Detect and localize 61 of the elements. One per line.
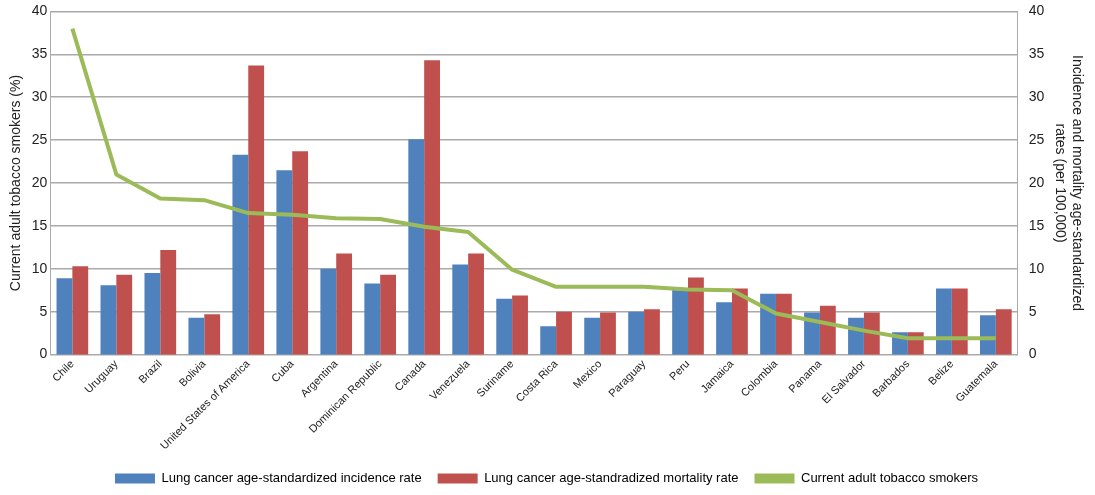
legend-label: Current adult tobacco smokers [801, 470, 979, 486]
bar [716, 302, 732, 355]
y2-tick-label: 35 [1028, 45, 1045, 62]
y-tick-label: 0 [39, 345, 48, 362]
bar [819, 305, 836, 355]
bar [731, 288, 748, 355]
y2-tick-label: 15 [1028, 216, 1045, 233]
y2-tick-label: 30 [1028, 88, 1045, 105]
y-tick-label: 35 [31, 45, 48, 62]
legend-label: Lung cancer age-standradized mortality rate [484, 470, 739, 486]
bar [644, 309, 660, 355]
bar [672, 288, 689, 355]
bar [584, 317, 601, 355]
y2-tick-label: 5 [1028, 302, 1037, 319]
y2-axis-title: Incidence and mortality age-standardized rates (per 100,000) [1052, 54, 1086, 312]
bar [276, 170, 293, 355]
bar [408, 139, 425, 355]
bar [292, 151, 309, 355]
bar [556, 311, 572, 355]
y-tick-label: 5 [39, 302, 48, 319]
y2-tick-label: 40 [1028, 2, 1045, 19]
y-tick-label: 30 [31, 88, 48, 105]
bar [232, 154, 249, 355]
bar [160, 249, 177, 355]
bar [320, 268, 337, 355]
bar [116, 274, 133, 355]
y-tick-label: 25 [31, 130, 48, 147]
bar [380, 274, 397, 355]
bar [188, 317, 205, 355]
bar [336, 253, 353, 355]
bar [600, 312, 616, 355]
bar [628, 311, 645, 355]
bar [144, 273, 161, 355]
y2-tick-label: 0 [1028, 345, 1037, 362]
bar [468, 253, 484, 355]
bar [936, 288, 952, 355]
y2-tick-label: 10 [1028, 259, 1045, 276]
bar [424, 60, 440, 355]
bar [775, 293, 792, 355]
bar [204, 314, 221, 355]
bar [100, 285, 117, 355]
bar [364, 283, 381, 355]
y-tick-label: 10 [31, 259, 48, 276]
y-axis-title: Current adult tobacco smokers (%) [7, 74, 24, 292]
bar [688, 277, 704, 355]
legend-label: Lung cancer age-standardized incidence rate [161, 470, 422, 486]
y-tick-label: 20 [31, 173, 48, 190]
y-tick-label: 40 [31, 2, 48, 19]
bar [540, 326, 557, 355]
bar [951, 288, 968, 355]
bar [72, 266, 89, 355]
bar [760, 293, 776, 355]
y-tick-label: 15 [31, 216, 48, 233]
bar [496, 298, 513, 355]
bar [56, 278, 73, 355]
y2-tick-label: 20 [1028, 173, 1045, 190]
bar [248, 65, 265, 355]
bar [452, 264, 469, 355]
bar [995, 309, 1012, 355]
y2-tick-label: 25 [1028, 130, 1045, 147]
bar [512, 295, 528, 355]
